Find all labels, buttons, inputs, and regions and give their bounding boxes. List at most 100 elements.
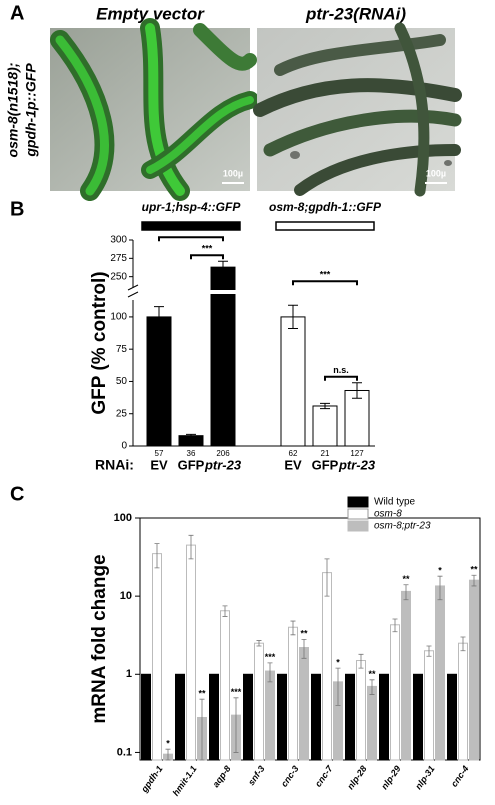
- bar: [458, 642, 468, 761]
- x-axis-label: RNAi:: [95, 457, 134, 473]
- legend-label: osm-8: [374, 509, 402, 520]
- x-tick-label: ptr-23: [338, 457, 376, 472]
- significance-label: **: [470, 565, 478, 575]
- bar: [435, 585, 445, 761]
- y-tick-label: 100: [114, 512, 132, 524]
- significance-label: *: [336, 657, 340, 667]
- bar: [210, 266, 236, 447]
- significance-label: **: [402, 574, 410, 584]
- x-tick-label: nlp-28: [345, 764, 368, 791]
- bar: [424, 650, 434, 761]
- error-bar: [188, 534, 194, 560]
- significance-label: n.s.: [333, 365, 349, 375]
- error-bar: [358, 653, 364, 669]
- x-tick-label: nlp-31: [413, 764, 436, 791]
- bar: [379, 673, 389, 761]
- legend-swatch: [141, 221, 241, 231]
- micrograph: 100µ: [50, 18, 259, 201]
- x-tick-label: nlp-29: [379, 764, 402, 791]
- micrograph: 100µ: [253, 22, 462, 197]
- error-bar: [199, 698, 205, 761]
- bar: [401, 590, 411, 761]
- significance-label: **: [368, 669, 376, 679]
- y-tick-label: 250: [110, 271, 127, 282]
- x-tick-label: GFP: [178, 457, 205, 472]
- bar: [277, 673, 287, 761]
- bar: [186, 544, 196, 761]
- bar: [146, 316, 172, 447]
- x-tick-label: aqp-8: [211, 764, 233, 789]
- error-bar: [186, 433, 196, 438]
- y-axis-label: mRNA fold change: [89, 554, 110, 723]
- bar: [209, 673, 219, 761]
- panel-label: C: [10, 483, 24, 505]
- sample-size: 21: [321, 449, 330, 458]
- error-bar: [288, 304, 298, 330]
- error-bar: [471, 574, 477, 587]
- panel-label: A: [10, 2, 24, 24]
- error-bar: [233, 697, 239, 753]
- y-tick-label: 100: [110, 312, 127, 323]
- column-title: Empty vector: [96, 4, 205, 23]
- x-tick-label: cnc-7: [313, 763, 335, 789]
- panel-label: B: [10, 198, 24, 220]
- bar: [345, 673, 355, 761]
- bar: [447, 673, 457, 761]
- bar: [469, 579, 479, 761]
- axis-break: [127, 284, 139, 291]
- bar: [265, 670, 275, 761]
- error-bar: [222, 605, 228, 617]
- x-tick-label: cnc-3: [279, 764, 301, 789]
- significance-bracket: [158, 236, 224, 242]
- error-bar: [301, 638, 307, 659]
- bar: [152, 553, 162, 761]
- significance-label: **: [300, 629, 308, 639]
- legend-swatch: [347, 496, 369, 508]
- significance-label: ***: [320, 270, 331, 280]
- plot-frame: [139, 517, 481, 761]
- x-tick-label: GFP: [312, 457, 339, 472]
- sample-size: 36: [187, 449, 196, 458]
- bar: [322, 572, 332, 761]
- y-tick-label: 1: [126, 668, 132, 680]
- error-bar: [437, 575, 443, 601]
- y-tick-label: 275: [110, 253, 127, 264]
- bar: [344, 389, 370, 447]
- y-tick-label: 75: [116, 344, 128, 355]
- bar: [280, 316, 306, 447]
- legend-swatch: [347, 520, 369, 532]
- y-tick-label: 10: [120, 590, 132, 602]
- significance-bracket: [190, 254, 224, 260]
- error-bar: [290, 620, 296, 636]
- legend-label: osm-8;gpdh-1::GFP: [269, 200, 382, 214]
- x-tick-label: gpdh-1: [139, 764, 165, 795]
- significance-label: *: [438, 566, 442, 576]
- column-title: ptr-23(RNAi): [305, 4, 406, 23]
- significance-label: ***: [186, 226, 197, 236]
- bar: [220, 610, 230, 761]
- row-label: gpdh-1p::GFP: [23, 63, 39, 158]
- significance-label: **: [198, 689, 206, 699]
- significance-label: ***: [265, 652, 276, 662]
- y-tick-label: 0.1: [117, 746, 132, 758]
- x-tick-label: EV: [284, 457, 302, 472]
- error-bar: [154, 543, 160, 569]
- bar: [299, 647, 309, 761]
- x-tick-label: cnc-4: [449, 764, 471, 789]
- x-tick-label: ptr-23: [204, 457, 242, 472]
- significance-label: ***: [202, 244, 213, 254]
- sample-size: 127: [350, 449, 364, 458]
- bar: [356, 660, 366, 761]
- significance-label: *: [166, 739, 170, 749]
- bar: [413, 673, 423, 761]
- sample-size: 206: [216, 449, 230, 458]
- y-tick-label: 0: [121, 441, 127, 452]
- legend-label: osm-8;ptr-23: [374, 521, 431, 532]
- row-label: osm-8(n1518);: [5, 63, 21, 158]
- error-bar: [267, 662, 273, 683]
- bar: [141, 673, 151, 761]
- legend-label: upr-1;hsp-4::GFP: [142, 200, 242, 214]
- error-bar: [426, 645, 432, 657]
- error-bar: [218, 260, 228, 274]
- legend-label: Wild type: [374, 497, 416, 508]
